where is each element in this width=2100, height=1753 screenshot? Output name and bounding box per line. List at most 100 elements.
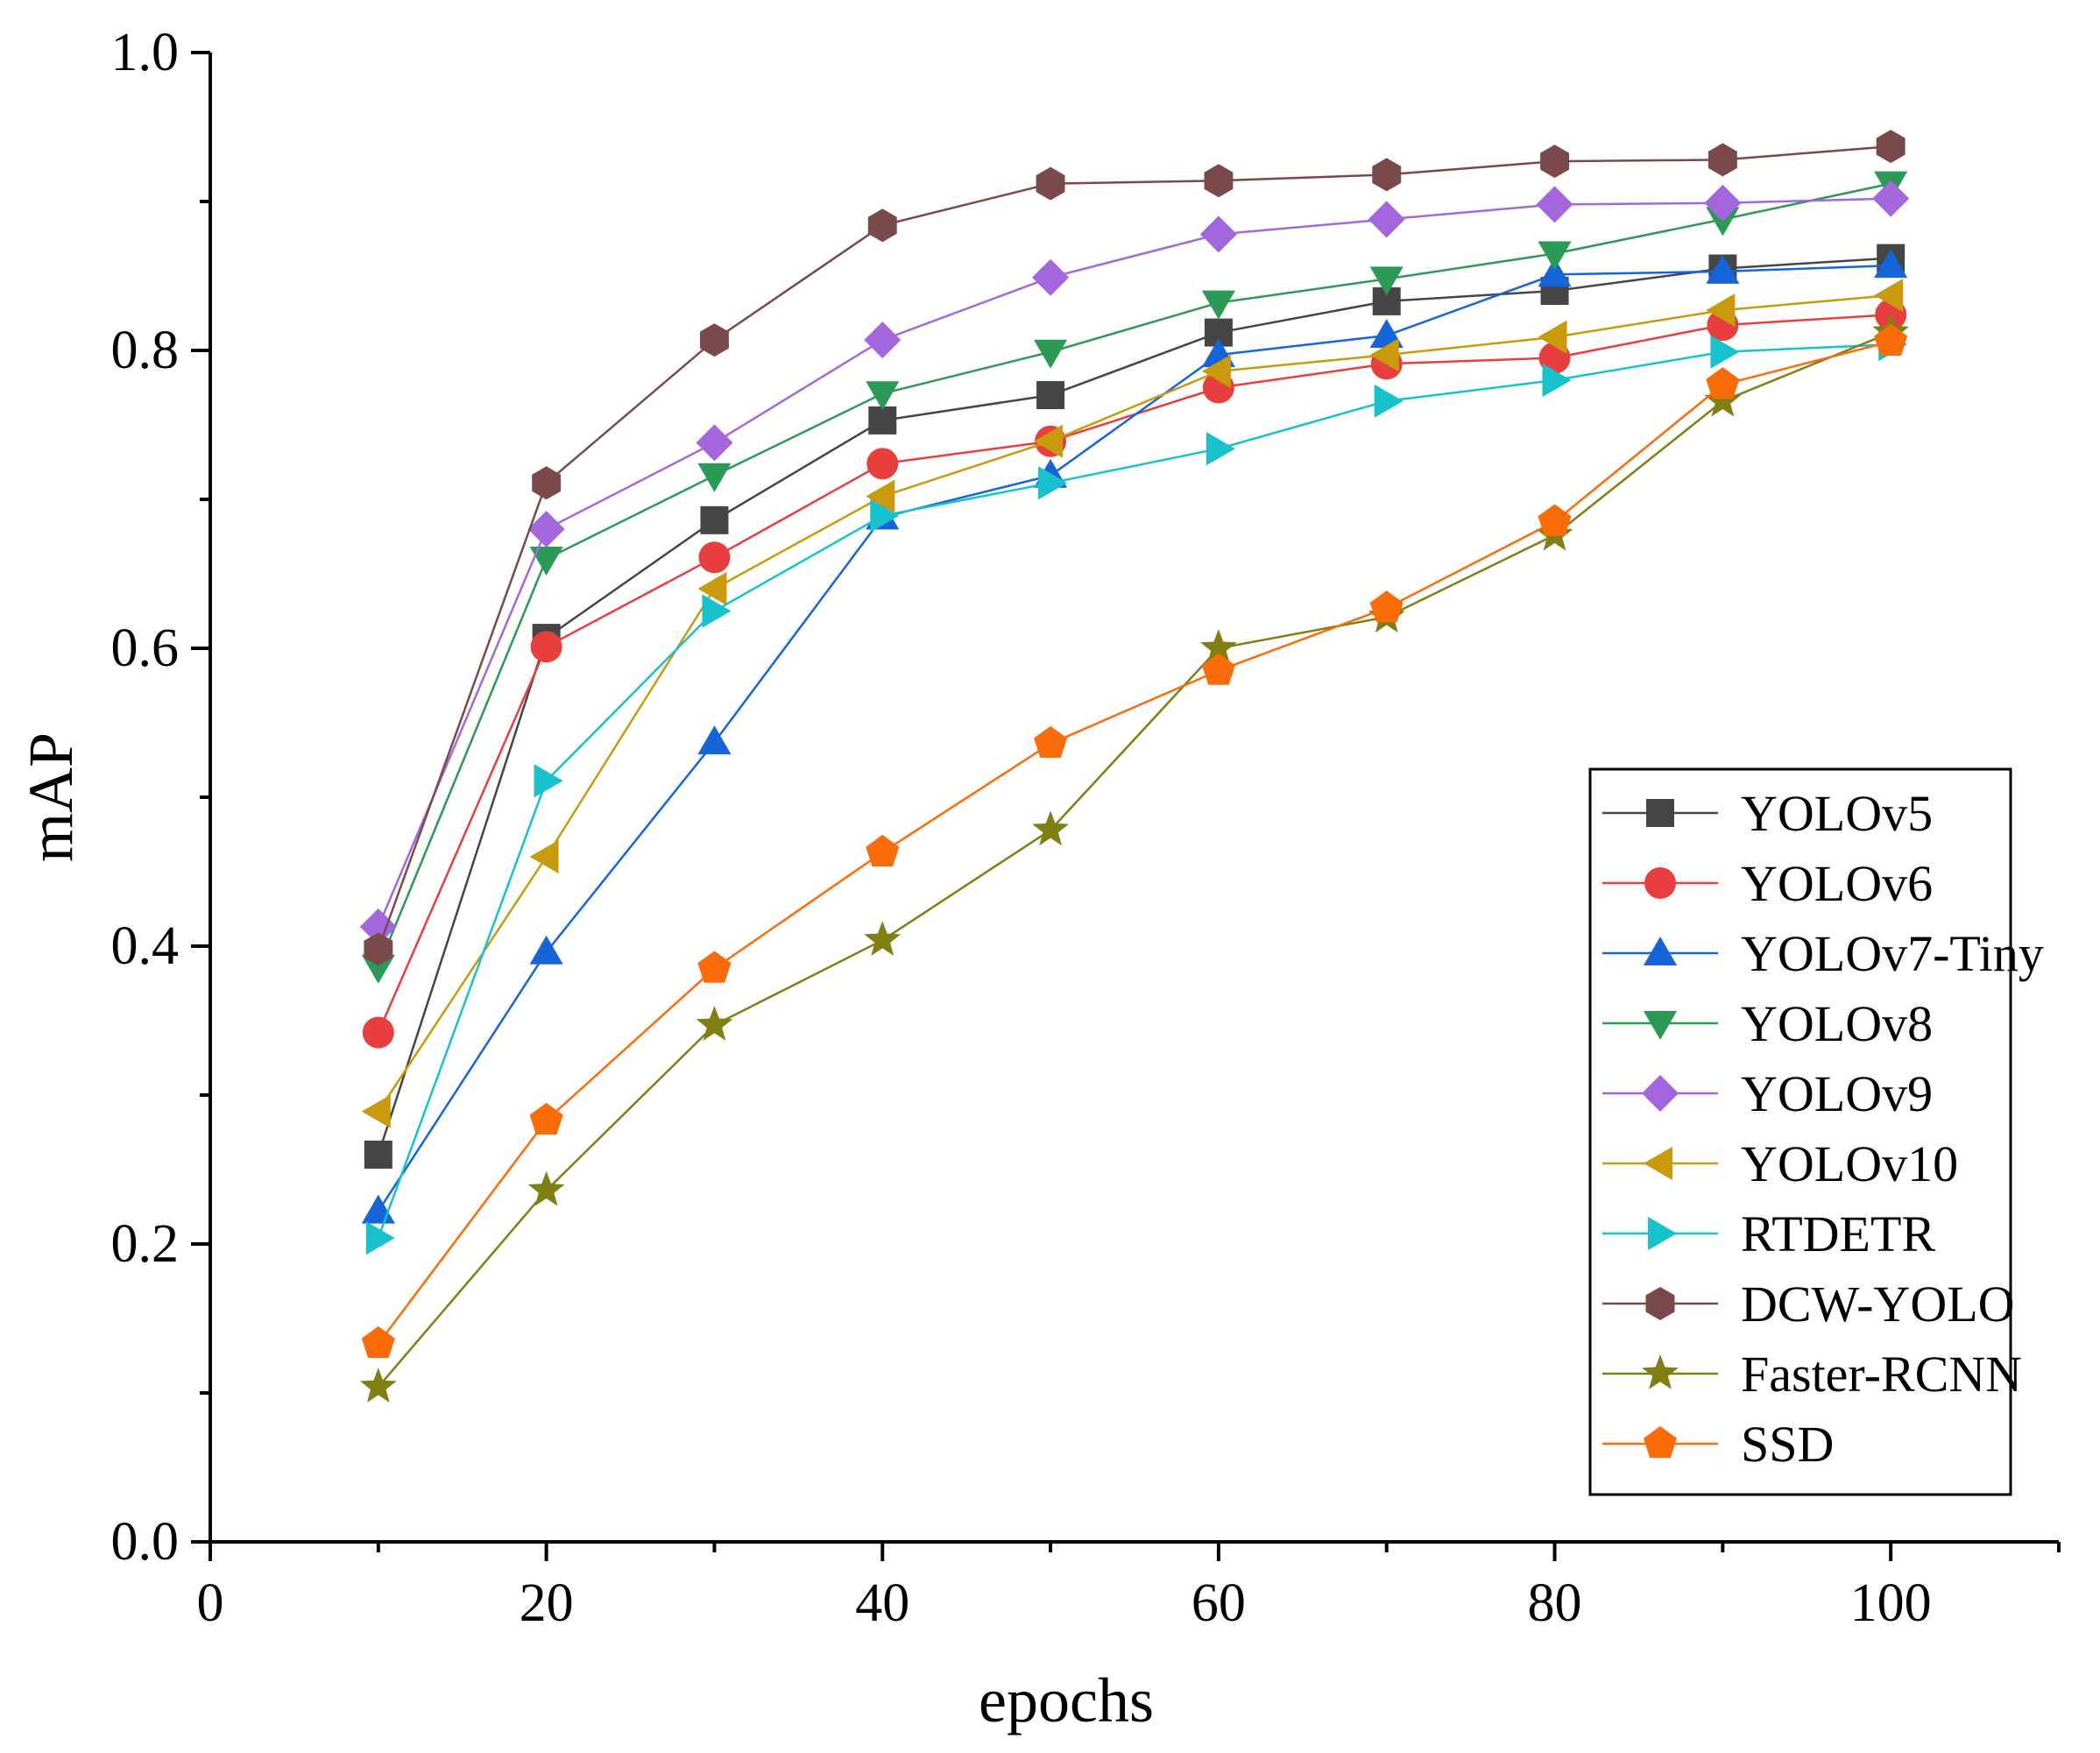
data-point — [1706, 254, 1740, 284]
data-point — [1538, 504, 1572, 536]
data-point — [1201, 354, 1231, 388]
data-point — [364, 932, 393, 966]
x-tick-label: 60 — [1191, 1573, 1246, 1633]
data-point — [1706, 293, 1736, 328]
y-tick-label: 0.6 — [111, 618, 180, 678]
data-point — [697, 951, 732, 983]
data-point — [1704, 381, 1742, 417]
data-point — [702, 594, 732, 628]
data-point — [1538, 320, 1567, 354]
data-point — [1199, 216, 1237, 253]
x-tick-label: 40 — [855, 1573, 909, 1633]
data-point — [864, 921, 902, 956]
data-point — [359, 908, 397, 945]
legend-label: YOLOv5 — [1741, 785, 1933, 842]
legend-entry: SSD — [1602, 1416, 1834, 1473]
legend-entry: YOLOv6 — [1602, 855, 1933, 912]
legend-entry: YOLOv5 — [1602, 785, 1933, 842]
data-point — [1874, 249, 1908, 279]
x-tick-label: 80 — [1528, 1573, 1582, 1633]
legend-label: YOLOv7-Tiny — [1741, 925, 2044, 982]
x-tick-label: 0 — [197, 1573, 224, 1633]
x-tick-label: 100 — [1850, 1573, 1932, 1633]
legend-marker — [1642, 1354, 1679, 1389]
legend-entry: YOLOv7-Tiny — [1602, 925, 2044, 982]
y-tick-label: 0.4 — [111, 916, 180, 976]
data-point — [1201, 653, 1235, 685]
data-point — [361, 1094, 391, 1128]
data-point — [1538, 241, 1572, 271]
data-point — [1374, 384, 1404, 418]
data-point — [1706, 367, 1740, 399]
data-point — [867, 209, 897, 243]
y-axis-title: mAP — [16, 732, 86, 862]
data-point — [361, 1325, 395, 1359]
series-line — [377, 343, 1891, 1239]
data-point — [1536, 186, 1573, 223]
legend-label: Faster-RCNN — [1741, 1346, 2022, 1403]
legend-entry: YOLOv8 — [1602, 995, 1933, 1052]
data-point — [1034, 424, 1064, 458]
legend-label: YOLOv6 — [1741, 855, 1933, 912]
series-line — [377, 257, 1891, 1156]
legend: YOLOv5 YOLOv6 YOLOv7-Tiny YOLOv8 YOLOv9 YOLOv… — [1588, 767, 2044, 1496]
data-point — [1206, 432, 1235, 466]
x-axis-title: epochs — [979, 1665, 1154, 1735]
data-point — [1032, 810, 1069, 846]
data-point — [868, 406, 897, 435]
legend-marker — [1646, 799, 1674, 827]
legend-marker — [1645, 1287, 1675, 1320]
data-point — [1706, 207, 1740, 237]
series-line — [377, 197, 1891, 928]
data-point — [1034, 725, 1068, 758]
data-point — [1874, 279, 1904, 313]
legend-marker — [1643, 1011, 1678, 1040]
legend-marker — [1643, 937, 1678, 965]
data-point — [696, 424, 733, 462]
legend-label: SSD — [1741, 1416, 1834, 1473]
legend-entry: RTDETR — [1602, 1205, 1935, 1262]
y-tick-label: 1.0 — [111, 23, 180, 82]
data-point — [529, 1102, 563, 1135]
series-line — [377, 264, 1891, 1212]
series-line — [377, 331, 1891, 1389]
data-point — [697, 463, 732, 492]
data-point — [529, 839, 559, 874]
data-point — [1368, 201, 1405, 238]
data-point — [1032, 258, 1070, 296]
data-point — [1876, 130, 1906, 164]
legend-marker — [1644, 1426, 1677, 1459]
series-yolov9 — [359, 180, 1910, 945]
data-point — [1538, 258, 1572, 287]
data-point — [1874, 323, 1908, 356]
data-point — [700, 505, 729, 534]
data-point — [866, 448, 899, 480]
series-line — [377, 145, 1891, 950]
ticks: 0 20 40 60 80 100 0.0 0.2 0.4 0.6 0.8 1.0 — [111, 23, 2061, 1633]
x-tick-label: 20 — [520, 1573, 574, 1633]
data-point — [1542, 363, 1572, 398]
data-point — [864, 322, 902, 359]
data-point — [364, 1141, 392, 1169]
data-point — [700, 323, 729, 357]
legend-marker — [1644, 867, 1676, 899]
data-point — [359, 1368, 397, 1403]
series-yolov8 — [361, 171, 1908, 984]
data-point — [1872, 180, 1910, 217]
legend-label: YOLOv9 — [1741, 1065, 1933, 1122]
data-point — [529, 547, 563, 576]
data-point — [1038, 466, 1068, 500]
data-point — [1036, 381, 1065, 409]
series-ssd — [361, 323, 1908, 1359]
series-line — [377, 340, 1891, 1345]
data-point — [866, 381, 900, 411]
data-point — [866, 479, 895, 513]
legend-label: YOLOv8 — [1741, 995, 1933, 1052]
data-point — [1704, 184, 1742, 222]
data-point — [362, 1016, 394, 1049]
data-point — [1540, 145, 1569, 179]
data-point — [696, 1006, 733, 1041]
legend-entry: DCW-YOLO — [1602, 1276, 2015, 1332]
legend-label: DCW-YOLO — [1741, 1276, 2015, 1332]
